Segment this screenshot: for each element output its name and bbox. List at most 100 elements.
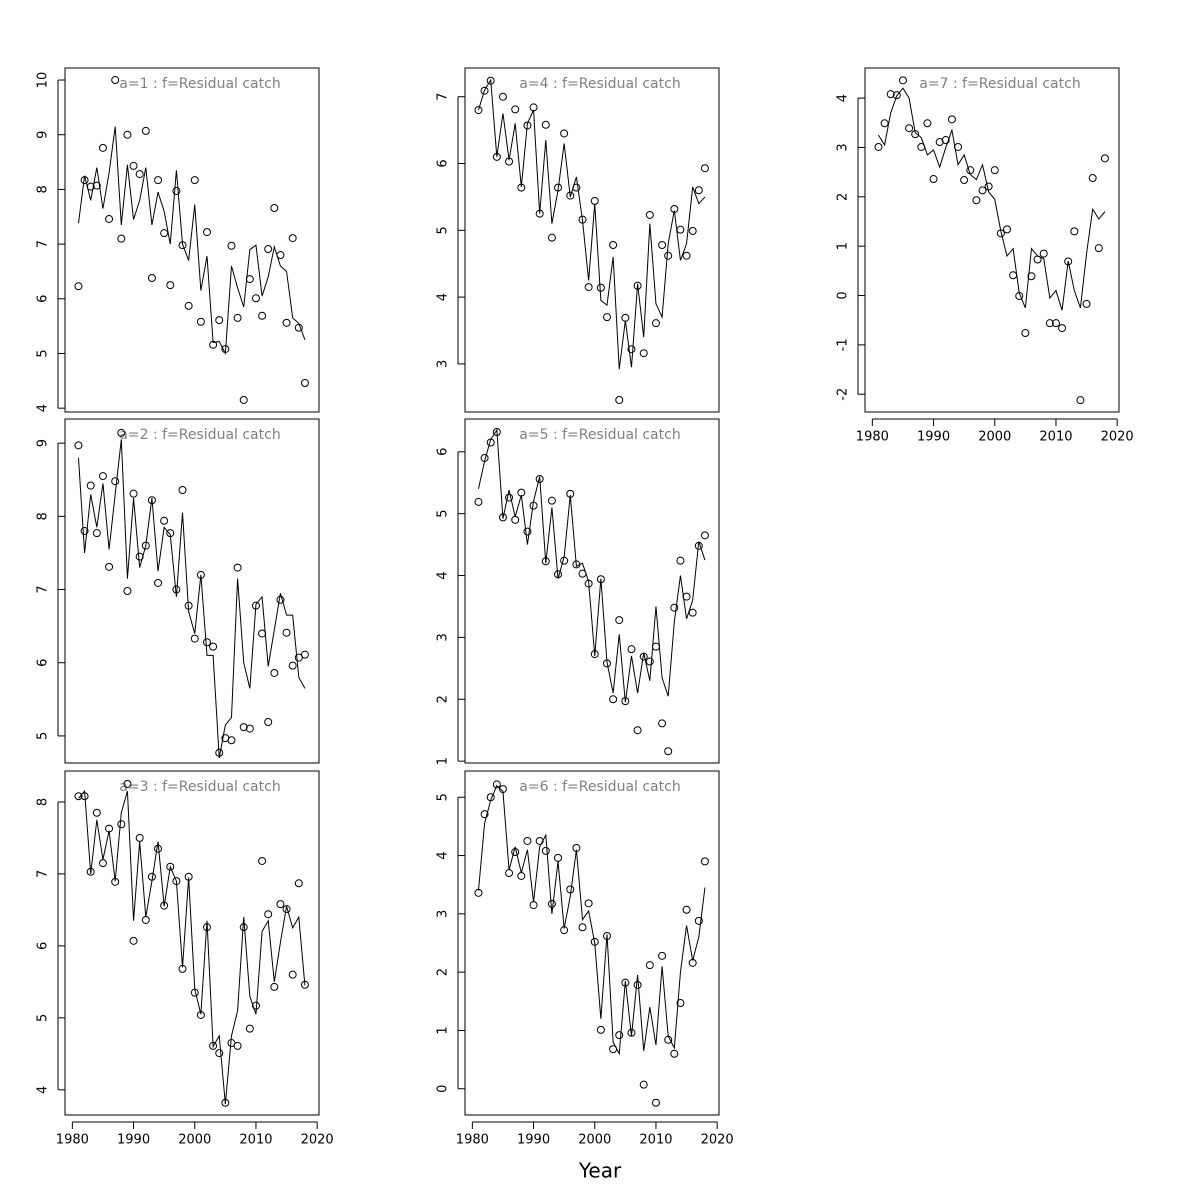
observed-point bbox=[664, 251, 673, 260]
fitted-line bbox=[477, 428, 706, 703]
observed-point bbox=[658, 241, 667, 250]
observed-point bbox=[664, 747, 673, 756]
observed-point bbox=[92, 808, 101, 817]
observed-point bbox=[517, 871, 526, 880]
observed-point bbox=[1027, 272, 1036, 281]
observed-point bbox=[294, 879, 303, 888]
y-tick-label: 9 bbox=[36, 439, 51, 447]
observed-point bbox=[154, 578, 163, 587]
observed-point bbox=[627, 645, 636, 654]
observed-point bbox=[166, 281, 175, 290]
observed-point bbox=[480, 810, 489, 819]
observed-point bbox=[105, 562, 114, 571]
observed-point bbox=[282, 628, 291, 637]
observed-point bbox=[541, 846, 550, 855]
panel: a=3 : f=Residual catch 4 5 6 7 8 1980 1990 2000 2… bbox=[36, 770, 334, 1148]
observed-point bbox=[74, 792, 83, 801]
observed-point bbox=[215, 1049, 224, 1058]
y-tick-label: 5 bbox=[436, 793, 451, 801]
observed-point bbox=[584, 899, 593, 908]
observed-point bbox=[1039, 249, 1048, 258]
observed-point bbox=[596, 283, 605, 292]
y-tick-label: 5 bbox=[36, 349, 51, 357]
observed-point bbox=[880, 119, 889, 128]
observed-point bbox=[129, 936, 138, 945]
observed-point bbox=[923, 119, 932, 128]
observed-point bbox=[288, 234, 297, 243]
observed-point bbox=[74, 282, 83, 291]
observed-point bbox=[596, 1025, 605, 1034]
observed-point bbox=[682, 905, 691, 914]
observed-point bbox=[1082, 299, 1091, 308]
y-tick-label: 1 bbox=[436, 1026, 451, 1034]
plot-frame bbox=[64, 67, 320, 413]
observed-point bbox=[276, 595, 285, 604]
y-tick-label: 2 bbox=[436, 695, 451, 703]
observed-point bbox=[633, 980, 642, 989]
observed-point bbox=[105, 214, 114, 223]
observed-point bbox=[929, 175, 938, 184]
observed-point bbox=[658, 719, 667, 728]
observed-point bbox=[554, 853, 563, 862]
observed-point bbox=[111, 76, 120, 85]
observed-point bbox=[123, 587, 132, 595]
observed-point bbox=[645, 657, 654, 666]
observed-point bbox=[129, 161, 138, 170]
y-tick-label: 4 bbox=[436, 293, 451, 301]
observed-point bbox=[190, 634, 199, 643]
y-tick-label: 3 bbox=[436, 633, 451, 641]
x-tick-label: 1990 bbox=[517, 1133, 550, 1148]
observed-point bbox=[566, 885, 575, 894]
plot-frame bbox=[864, 67, 1120, 413]
observed-point bbox=[209, 642, 218, 651]
observed-point bbox=[117, 428, 126, 437]
observed-point bbox=[1094, 244, 1103, 253]
y-tick-label: 8 bbox=[36, 512, 51, 520]
observed-point bbox=[578, 923, 587, 932]
observed-point bbox=[1045, 319, 1054, 328]
observed-point bbox=[602, 313, 611, 322]
y-tick-label: -1 bbox=[836, 338, 851, 351]
plot-frame bbox=[464, 770, 720, 1116]
y-tick-label: -2 bbox=[836, 388, 851, 401]
observed-point bbox=[651, 642, 660, 651]
y-tick-label: 4 bbox=[436, 851, 451, 859]
observed-point bbox=[1058, 324, 1067, 333]
observed-point bbox=[282, 318, 291, 327]
observed-point bbox=[129, 489, 138, 498]
observed-point bbox=[621, 313, 630, 322]
panel: a=5 : f=Residual catch 1 2 3 4 5 6 bbox=[436, 418, 720, 765]
observed-point bbox=[1009, 271, 1018, 280]
x-axis-label: Year bbox=[578, 1159, 622, 1183]
observed-point bbox=[172, 187, 181, 196]
observed-point bbox=[233, 563, 242, 572]
observed-point bbox=[264, 245, 273, 254]
observed-point bbox=[239, 723, 248, 732]
y-tick-label: 8 bbox=[36, 185, 51, 193]
x-tick-label: 1990 bbox=[917, 430, 950, 445]
observed-point bbox=[160, 516, 169, 525]
observed-point bbox=[892, 91, 901, 100]
observed-point bbox=[215, 316, 224, 325]
observed-point bbox=[233, 313, 242, 322]
observed-point bbox=[117, 234, 126, 243]
y-tick-label: 1 bbox=[836, 242, 851, 250]
y-tick-label: 5 bbox=[436, 226, 451, 234]
observed-point bbox=[227, 241, 236, 250]
x-tick-label: 1990 bbox=[117, 1133, 150, 1148]
x-tick-label: 2020 bbox=[1101, 430, 1134, 445]
y-tick-label: 9 bbox=[36, 131, 51, 139]
observed-point bbox=[300, 379, 309, 388]
observed-point bbox=[535, 836, 544, 845]
observed-point bbox=[141, 126, 150, 135]
y-tick-label: 1 bbox=[436, 757, 451, 765]
observed-point bbox=[609, 695, 618, 704]
y-tick-label: 5 bbox=[36, 1014, 51, 1022]
observed-point bbox=[184, 301, 193, 310]
x-tick-label: 2000 bbox=[178, 1133, 211, 1148]
observed-point bbox=[92, 529, 101, 538]
observed-point bbox=[547, 233, 556, 242]
y-tick-label: 6 bbox=[36, 942, 51, 950]
observed-point bbox=[160, 229, 169, 238]
observed-point bbox=[645, 961, 654, 970]
